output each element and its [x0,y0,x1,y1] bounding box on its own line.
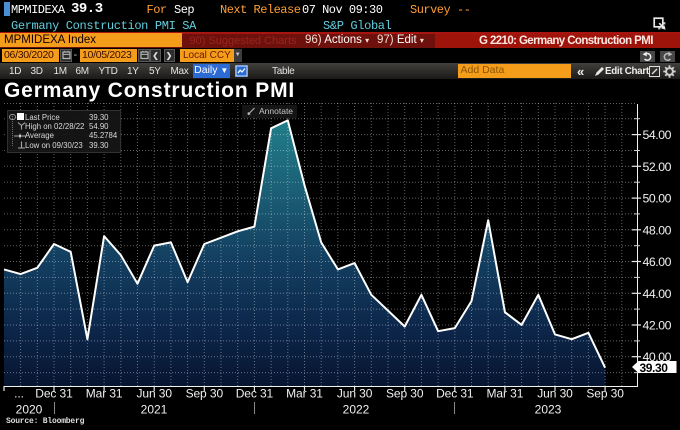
svg-text:44.00: 44.00 [643,287,672,301]
svg-text:Jun 30: Jun 30 [537,386,573,400]
svg-text:Mar 31: Mar 31 [286,386,323,400]
svg-text:2020: 2020 [16,403,43,417]
svg-text:52.00: 52.00 [643,160,672,174]
svg-text:Dec 31: Dec 31 [236,386,274,400]
svg-text:54.00: 54.00 [643,128,672,142]
svg-text:Dec 31: Dec 31 [436,386,474,400]
svg-text:Dec 31: Dec 31 [35,386,73,400]
svg-text:...: ... [14,386,24,400]
svg-text:Mar 31: Mar 31 [487,386,524,400]
svg-text:Jun 30: Jun 30 [337,386,373,400]
svg-text:2022: 2022 [343,403,370,417]
svg-text:2023: 2023 [535,403,562,417]
svg-text:39.30: 39.30 [640,361,669,375]
svg-text:50.00: 50.00 [643,192,672,206]
svg-text:Mar 31: Mar 31 [86,386,123,400]
svg-text:Jun 30: Jun 30 [136,386,172,400]
svg-text:2021: 2021 [141,403,168,417]
svg-text:Sep 30: Sep 30 [386,386,424,400]
svg-text:Sep 30: Sep 30 [586,386,624,400]
svg-text:42.00: 42.00 [643,319,672,333]
svg-text:Sep 30: Sep 30 [186,386,224,400]
svg-text:46.00: 46.00 [643,255,672,269]
svg-text:48.00: 48.00 [643,223,672,237]
svg-text:40.00: 40.00 [643,350,672,364]
